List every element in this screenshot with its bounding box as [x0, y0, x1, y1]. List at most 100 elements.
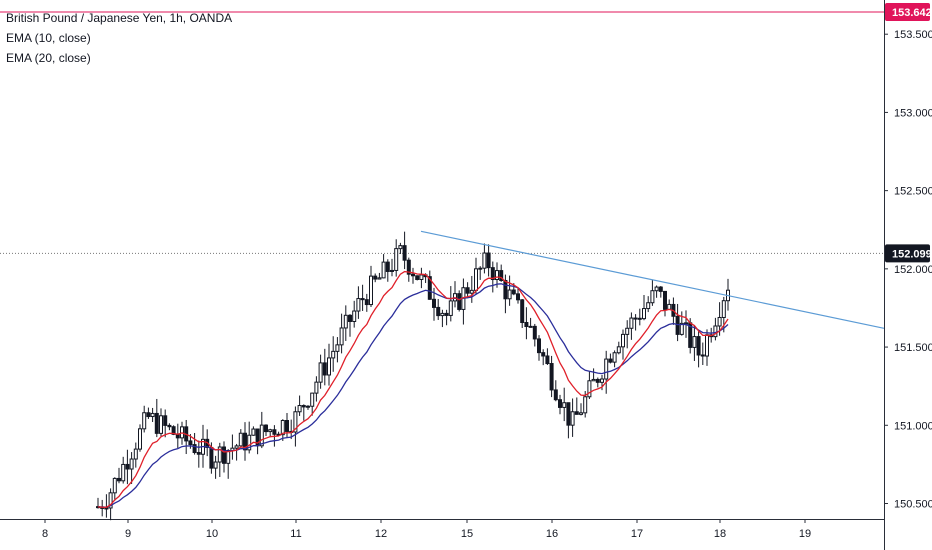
candle-body [469, 289, 474, 294]
alert-price-label: 153.642 [892, 7, 932, 19]
candle-body [306, 405, 310, 408]
candle-body [251, 428, 256, 436]
candle-body [591, 378, 596, 382]
candle-body [117, 477, 121, 482]
candle-body [364, 299, 369, 306]
candle-body [159, 415, 163, 434]
candle-body [444, 312, 449, 316]
price-tick-label: 152.500 [894, 186, 932, 198]
candle-body [625, 327, 630, 335]
candle-body [146, 412, 151, 418]
candle-body [621, 333, 625, 348]
candle-body [696, 336, 701, 356]
candle-body [285, 420, 289, 432]
candle-body [167, 424, 172, 428]
candle-body [427, 276, 432, 300]
candle-body [440, 312, 445, 317]
candle-body [377, 277, 382, 280]
candle-body [604, 358, 609, 380]
time-tick-label: 11 [290, 528, 301, 540]
candle-body [511, 289, 516, 295]
candle-body [616, 346, 621, 354]
candle-body [558, 399, 562, 408]
candle-body [490, 267, 495, 281]
candle-body [226, 450, 231, 464]
candle-body [721, 300, 726, 318]
trend-line[interactable] [420, 230, 885, 329]
candle-body [637, 317, 642, 320]
candle-body [369, 275, 373, 306]
price-tick-label: 151.000 [894, 420, 932, 432]
candle-body [142, 412, 147, 430]
candle-body [154, 412, 159, 434]
candle-body [121, 463, 126, 482]
candle-body [394, 248, 399, 271]
candle-body [381, 261, 386, 279]
price-tick-label: 151.500 [894, 342, 932, 354]
ema20-legend[interactable]: EMA (20, close) [6, 51, 91, 65]
candle-body [360, 298, 365, 301]
candle-body [537, 338, 541, 354]
current-price-label: 152.099 [892, 248, 932, 260]
candle-body [549, 363, 554, 391]
candle-body [272, 429, 277, 435]
candle-body [705, 334, 709, 357]
candle-body [574, 411, 579, 415]
candle-body [642, 308, 646, 320]
candle-body [335, 344, 340, 352]
candle-body [465, 287, 470, 294]
candle-body [541, 352, 546, 357]
symbol-title[interactable]: British Pound / Japanese Yen, 1h, OANDA [6, 11, 233, 25]
alert-price-badge[interactable] [885, 2, 930, 21]
candle-body [570, 411, 575, 426]
candle-body [310, 392, 315, 407]
candle-body [339, 327, 344, 346]
candle-body [566, 402, 571, 426]
candle-body [163, 415, 168, 426]
candle-body [331, 350, 336, 359]
ema10-line[interactable] [97, 270, 729, 508]
candle-body [600, 378, 604, 383]
candle-body [213, 461, 218, 469]
candle-body [112, 477, 117, 494]
candle-body [402, 245, 407, 261]
price-tick-label: 152.000 [894, 264, 932, 276]
candle-body [104, 507, 109, 510]
candle-body [608, 358, 613, 363]
candle-body [259, 424, 264, 447]
price-tick-label: 153.000 [894, 107, 932, 119]
candle-body [138, 428, 142, 450]
candle-body [545, 355, 550, 365]
ema20-line[interactable] [97, 283, 729, 508]
candle-body [457, 293, 462, 310]
candle-body [562, 402, 567, 408]
candle-body [314, 381, 319, 394]
candle-body [532, 325, 537, 340]
candle-body [448, 300, 453, 316]
candle-body [238, 432, 243, 447]
candle-body [495, 270, 499, 281]
candle-body [352, 310, 357, 322]
candle-body [171, 426, 176, 435]
candle-body [301, 405, 306, 408]
candle-body [268, 429, 273, 433]
candle-body [650, 290, 655, 304]
candle-body [482, 252, 487, 269]
candle-body [280, 420, 285, 436]
price-tick-label: 153.500 [894, 29, 932, 41]
candle-body [293, 411, 298, 433]
candle-body [419, 274, 424, 280]
candle-body [129, 458, 134, 470]
candle-body [503, 279, 508, 300]
candle-body [247, 434, 252, 451]
candle-body [133, 448, 138, 460]
candle-body [553, 389, 558, 401]
time-tick-label: 10 [206, 528, 218, 540]
time-tick-label: 15 [461, 528, 473, 540]
candle-body [587, 380, 592, 398]
ema10-legend[interactable]: EMA (10, close) [6, 31, 91, 45]
candle-body [385, 261, 390, 272]
candle-body [243, 432, 247, 451]
candle-body [390, 269, 394, 272]
